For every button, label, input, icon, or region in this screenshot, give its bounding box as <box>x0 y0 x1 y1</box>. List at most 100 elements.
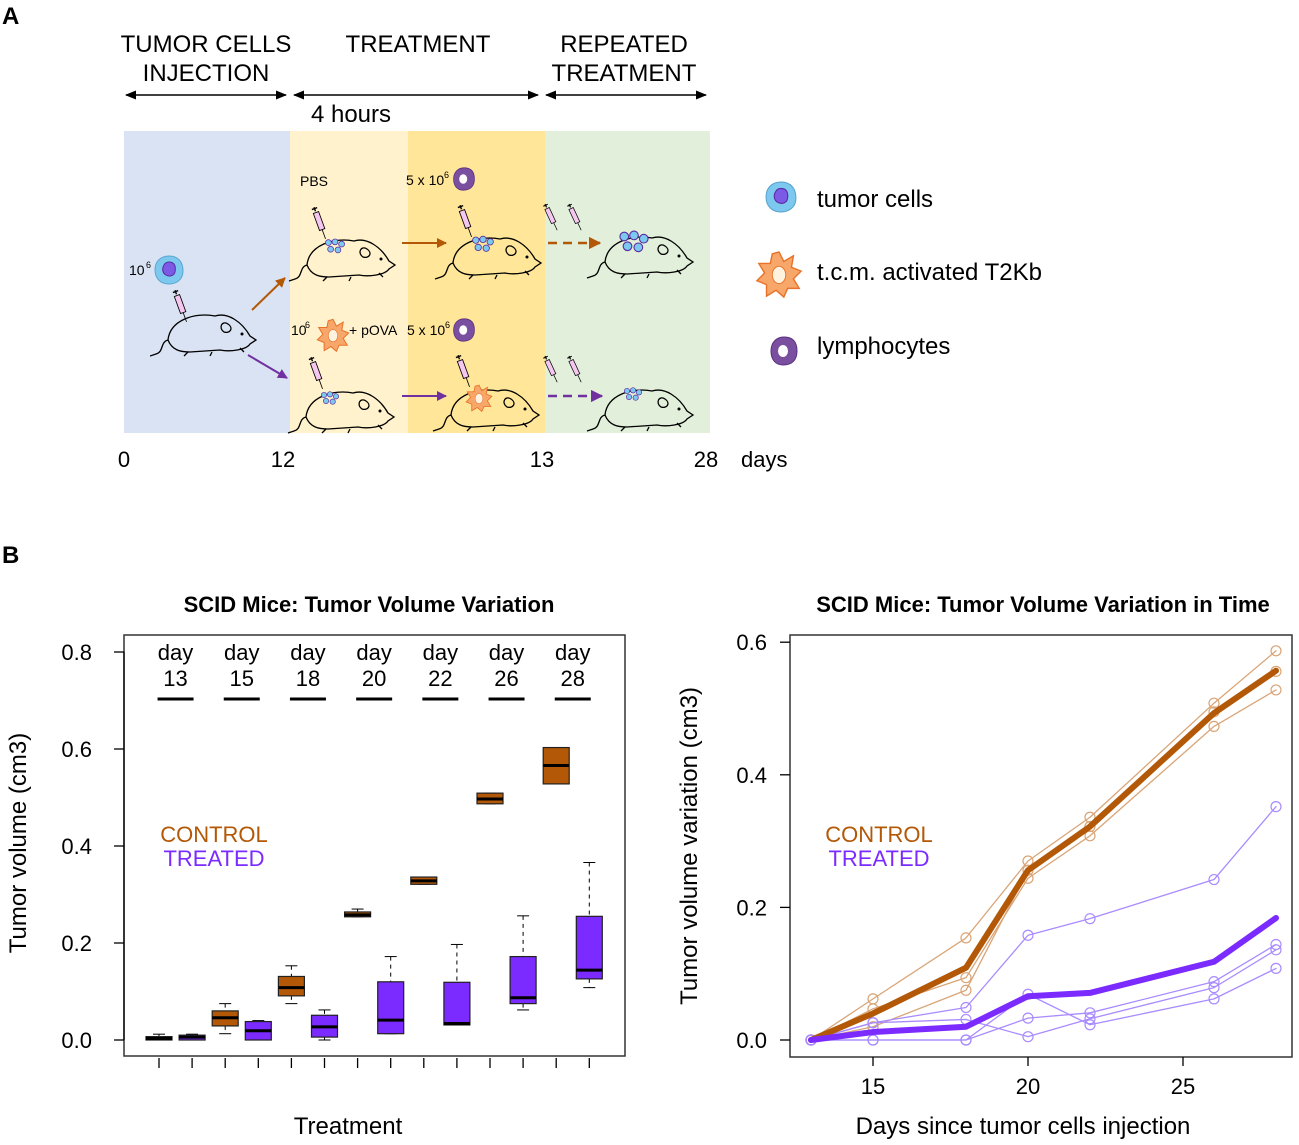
line-chart-xlabel: Days since tumor cells injection <box>856 1113 1191 1140</box>
data-point <box>1208 976 1220 988</box>
panel-a: A TUMOR CELLS INJECTION TREATMENT REPEAT… <box>2 3 1042 472</box>
box <box>443 981 471 1026</box>
day-header: day <box>356 640 391 665</box>
legend-tumor-cells: tumor cells <box>817 186 933 213</box>
data-point <box>1270 801 1282 813</box>
data-point <box>1084 1019 1096 1031</box>
line-chart: SCID Mice: Tumor Volume Variation in Tim… <box>676 592 1293 1140</box>
data-point <box>960 1001 972 1014</box>
legend-control: CONTROL <box>160 822 268 847</box>
day-number: 28 <box>561 666 585 691</box>
box-control-day-26 <box>476 792 504 805</box>
line-chart-frame <box>789 634 1293 1058</box>
phase-backgrounds <box>124 131 710 433</box>
pbs-label: PBS <box>300 173 328 189</box>
day-header: day <box>423 640 458 665</box>
data-point <box>1270 962 1282 974</box>
phase-3-line-1: REPEATED <box>560 31 688 58</box>
y-tick-label: 0.8 <box>61 640 92 665</box>
panel-b-label: B <box>2 542 19 569</box>
data-point <box>1208 993 1220 1005</box>
data-point <box>960 984 972 996</box>
phase-2-line-1: TREATMENT <box>346 31 491 58</box>
box-control-day-28 <box>542 746 570 785</box>
day-number: 22 <box>428 666 452 691</box>
data-point <box>1022 1012 1034 1024</box>
series-control-mouse-1 <box>805 645 1282 1046</box>
lymph-dose-1: 5 x 10 <box>406 172 444 188</box>
phase-3-line-2: TREATMENT <box>552 60 697 87</box>
y-tick-label: 0.4 <box>61 834 92 859</box>
day-number: 13 <box>163 666 187 691</box>
box-treated-day-22 <box>443 943 471 1026</box>
day-header: day <box>290 640 325 665</box>
lymph-dose-2: 5 x 10 <box>407 322 445 338</box>
box-control-day-15 <box>211 1003 239 1035</box>
data-point <box>1022 1031 1034 1043</box>
initial-dose: 10 <box>129 262 145 278</box>
x-tick-label: 20 <box>1016 1074 1040 1099</box>
box-treated-day-28 <box>575 861 603 989</box>
day-number: 20 <box>362 666 386 691</box>
activated-t2kb-icon <box>756 251 802 298</box>
box-control-day-20 <box>344 908 372 918</box>
day-header: day <box>158 640 193 665</box>
y-tick-label: 0.0 <box>736 1028 767 1053</box>
box-chart-title: SCID Mice: Tumor Volume Variation <box>184 592 555 617</box>
data-point <box>960 972 972 984</box>
tumor-cell-icon <box>765 181 797 213</box>
box <box>509 955 537 1005</box>
control-branch-arrow <box>251 277 286 311</box>
phase-1-line-2: INJECTION <box>143 60 270 87</box>
initial-dose-exp: 6 <box>146 260 151 270</box>
panel-a-label: A <box>2 3 19 30</box>
data-point <box>1208 982 1220 994</box>
x-tick-label: 25 <box>1171 1074 1195 1099</box>
box-chart-xlabel: Treatment <box>294 1113 403 1140</box>
lymph-dose-1-exp: 6 <box>444 170 449 180</box>
y-tick-label: 0.6 <box>736 630 767 655</box>
line-chart-ylabel: Tumor volume variation (cm3) <box>676 687 703 1005</box>
data-point <box>1208 720 1220 733</box>
box-treated-day-18 <box>310 1009 339 1041</box>
data-point <box>1022 929 1034 941</box>
phase-1-line-1: TUMOR CELLS <box>121 31 292 58</box>
line-chart-title: SCID Mice: Tumor Volume Variation in Tim… <box>816 592 1270 617</box>
timeline: 0 12 13 28 days <box>118 447 788 472</box>
data-point <box>1084 913 1096 925</box>
legend-a: tumor cells t.c.m. activated T2Kb lympho… <box>756 181 1042 366</box>
lymphocyte-icon <box>453 318 475 342</box>
y-tick-label: 0.6 <box>61 737 92 762</box>
box-control-day-22 <box>410 876 438 885</box>
data-point <box>960 932 972 944</box>
data-point <box>1084 830 1096 842</box>
box <box>575 915 603 980</box>
timeline-day-12: 12 <box>271 447 295 472</box>
box-treated-day-20 <box>377 956 405 1035</box>
day-number: 15 <box>230 666 254 691</box>
data-point <box>1208 697 1220 709</box>
box-chart-ylabel: Tumor volume (cm3) <box>5 733 32 953</box>
duration-label: 4 hours <box>311 101 391 128</box>
data-point <box>960 1034 972 1046</box>
lymph-dose-2-exp: 6 <box>445 320 450 330</box>
y-tick-label: 0.2 <box>736 895 767 920</box>
timeline-day-13: 13 <box>530 447 554 472</box>
box-treated-day-26 <box>509 915 537 1011</box>
lymphocyte-icon <box>770 336 798 366</box>
injection-phase-bg <box>124 131 290 433</box>
box-control-day-18 <box>277 965 305 1005</box>
tcm-dose-exp: 6 <box>305 320 310 330</box>
data-point <box>1270 938 1282 951</box>
data-point <box>1270 684 1282 696</box>
box <box>377 981 405 1035</box>
treatment-phase-2-bg <box>408 131 545 433</box>
box-treated-day-15 <box>244 1020 272 1041</box>
y-tick-label: 0.4 <box>736 763 767 788</box>
phase-headers: TUMOR CELLS INJECTION TREATMENT REPEATED… <box>121 31 708 128</box>
data-point <box>1084 811 1096 823</box>
individual-line <box>810 689 1277 1041</box>
day-number: 26 <box>494 666 518 691</box>
tumor-cell-icon <box>154 255 184 285</box>
